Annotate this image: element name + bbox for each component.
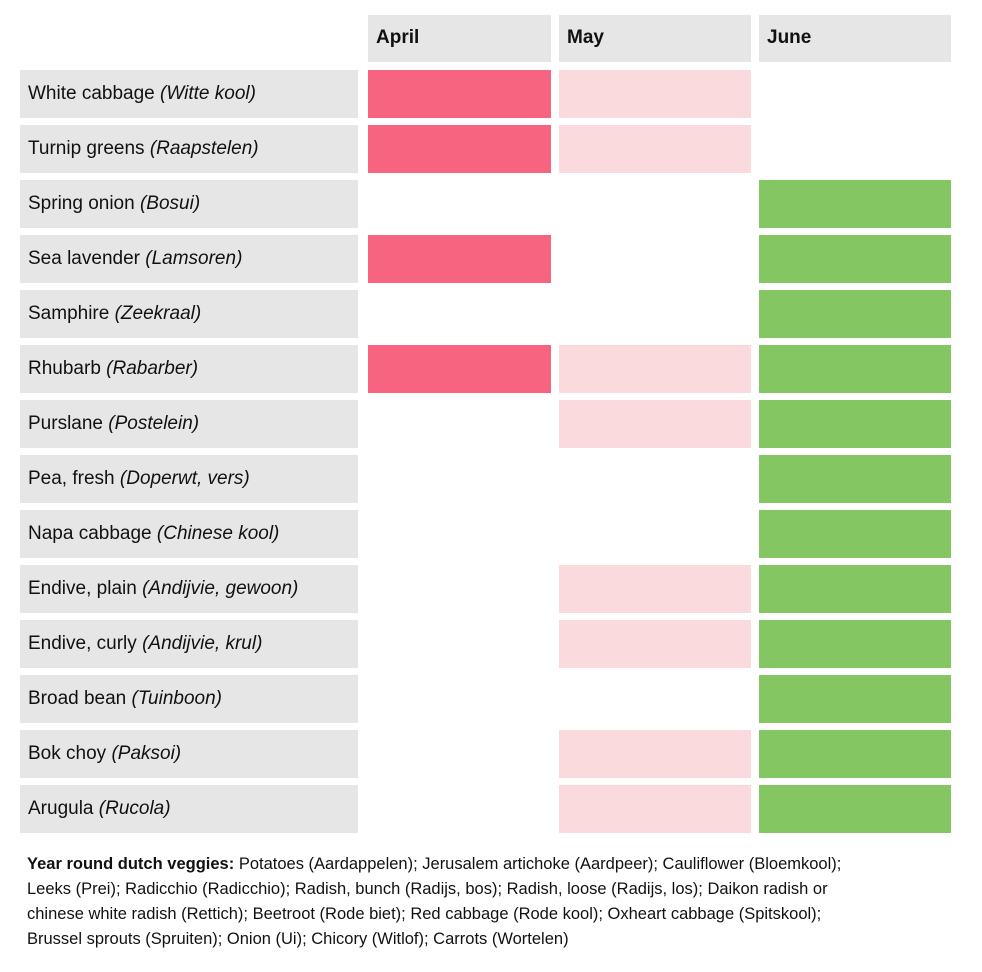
cell [559, 345, 751, 393]
row-local-name: (Andijvie, krul) [142, 633, 263, 654]
row-name: Napa cabbage [28, 523, 152, 544]
row-local-name: (Raapstelen) [149, 138, 259, 159]
cell [559, 70, 751, 118]
cell [759, 730, 951, 778]
row-name: Sea lavender [28, 248, 140, 269]
row-name: Turnip greens [28, 138, 145, 159]
row-name: Endive, plain [28, 578, 137, 599]
cell [759, 235, 951, 283]
row-local-name: (Chinese kool) [156, 523, 280, 544]
row-local-name: (Postelein) [108, 413, 200, 434]
row-name: Rhubarb [28, 358, 101, 379]
row-local-name: (Witte kool) [160, 83, 256, 104]
row-local-name: (Bosui) [139, 193, 201, 214]
row-label: Arugula (Rucola) [20, 785, 358, 833]
cell [559, 730, 751, 778]
cell [759, 455, 951, 503]
row-name: Purslane [28, 413, 103, 434]
row-name: Spring onion [28, 193, 135, 214]
row-label: White cabbage (Witte kool) [20, 70, 358, 118]
row-local-name: (Andijvie, gewoon) [142, 578, 299, 599]
row-label: Bok choy (Paksoi) [20, 730, 358, 778]
row-local-name: (Rabarber) [106, 358, 199, 379]
footer-label: Year round dutch veggies: [27, 855, 235, 873]
cell [559, 400, 751, 448]
cell [559, 785, 751, 833]
cell [759, 180, 951, 228]
column-header: June [759, 15, 951, 62]
row-label: Endive, curly (Andijvie, krul) [20, 620, 358, 668]
row-local-name: (Tuinboon) [131, 688, 223, 709]
row-local-name: (Doperwt, vers) [119, 468, 250, 489]
row-name: Broad bean [28, 688, 127, 709]
row-local-name: (Paksoi) [111, 743, 182, 764]
row-name: Samphire [28, 303, 110, 324]
cell [559, 565, 751, 613]
row-name: Pea, fresh [28, 468, 115, 489]
row-label: Purslane (Postelein) [20, 400, 358, 448]
row-label: Napa cabbage (Chinese kool) [20, 510, 358, 558]
cell [368, 70, 551, 118]
row-name: Arugula [28, 798, 94, 819]
cell [559, 620, 751, 668]
cell [368, 125, 551, 173]
footer: Year round dutch veggies: Potatoes (Aard… [27, 852, 877, 952]
footer-text: Potatoes (Aardappelen); Jerusalem artich… [27, 855, 842, 948]
row-label: Samphire (Zeekraal) [20, 290, 358, 338]
row-local-name: (Zeekraal) [114, 303, 202, 324]
row-name: Bok choy [28, 743, 107, 764]
cell [559, 125, 751, 173]
row-name: Endive, curly [28, 633, 137, 654]
cell [759, 400, 951, 448]
row-label: Sea lavender (Lamsoren) [20, 235, 358, 283]
cell [759, 345, 951, 393]
cell [759, 565, 951, 613]
cell [368, 345, 551, 393]
cell [759, 675, 951, 723]
row-label: Spring onion (Bosui) [20, 180, 358, 228]
column-header: May [559, 15, 751, 62]
row-label: Endive, plain (Andijvie, gewoon) [20, 565, 358, 613]
row-label: Broad bean (Tuinboon) [20, 675, 358, 723]
column-header: April [368, 15, 551, 62]
cell [759, 785, 951, 833]
row-local-name: (Rucola) [98, 798, 171, 819]
row-label: Pea, fresh (Doperwt, vers) [20, 455, 358, 503]
row-label: Rhubarb (Rabarber) [20, 345, 358, 393]
cell [759, 290, 951, 338]
cell [368, 235, 551, 283]
cell [759, 510, 951, 558]
row-local-name: (Lamsoren) [145, 248, 243, 269]
row-name: White cabbage [28, 83, 155, 104]
row-label: Turnip greens (Raapstelen) [20, 125, 358, 173]
cell [759, 620, 951, 668]
